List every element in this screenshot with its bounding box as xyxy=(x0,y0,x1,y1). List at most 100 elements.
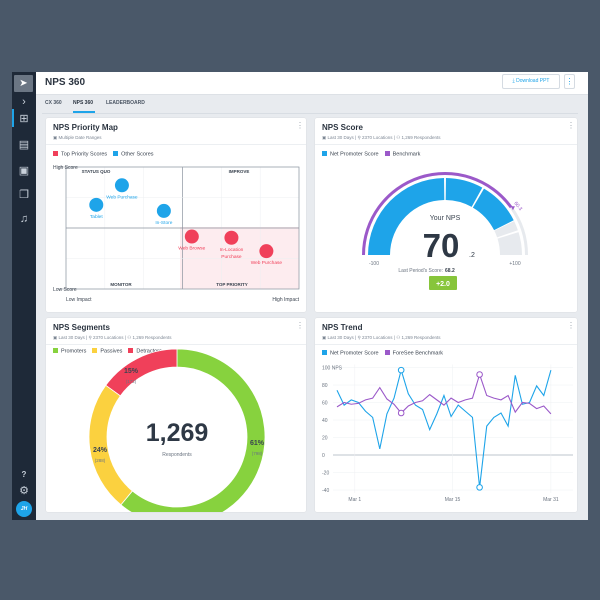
delta-value: +2.0 xyxy=(436,281,450,288)
card-title: NPS Priority Map xyxy=(53,123,118,132)
tab-nps-360[interactable]: NPS 360 xyxy=(73,100,94,106)
card-meta: ▣ Last 30 Days | ⚲ 2370 Locations | ⚇ 1,… xyxy=(322,135,441,140)
alerts-bell-icon[interactable]: ♫ xyxy=(19,213,29,225)
card-meta: ▣ Last 30 Days | ⚲ 2370 Locations | ⚇ 1,… xyxy=(53,335,172,340)
card-menu-button[interactable]: ⋮ xyxy=(567,321,575,330)
benchmark-arc-track xyxy=(509,206,528,255)
reports-icon[interactable]: ▤ xyxy=(18,139,30,151)
data-point[interactable] xyxy=(476,484,483,491)
donut-segment-passives[interactable] xyxy=(88,384,133,506)
passives-count: (288) xyxy=(95,458,106,463)
tab-leaderboard[interactable]: LEADERBOARD xyxy=(106,100,145,106)
header: NPS 360 ⤓ Download PPT ⋮ xyxy=(36,72,588,95)
dashboard-icon[interactable]: ⊞ xyxy=(19,113,29,125)
map-point-label: In-Location xyxy=(220,247,244,253)
promoters-pct: 61% xyxy=(250,440,265,447)
benchmark-label: 60.3 xyxy=(512,201,523,212)
nps-score-card: NPS Score ▣ Last 30 Days | ⚲ 2370 Locati… xyxy=(315,118,577,312)
y-tick-label: 100 NPS xyxy=(322,365,343,371)
last-period-label: Last Period's Score: xyxy=(398,268,443,274)
map-point-label: Purchase xyxy=(221,254,242,260)
gauge-segment xyxy=(368,178,445,255)
card-menu-button[interactable]: ⋮ xyxy=(567,121,575,130)
map-point-label: Web Purchase xyxy=(106,194,138,200)
map-point[interactable] xyxy=(224,230,239,245)
x-tick-label: Mar 1 xyxy=(348,497,361,503)
y-tick-label: 40 xyxy=(322,418,328,424)
x-high-label: High Impact xyxy=(272,297,299,303)
legend-other[interactable]: Other Scores xyxy=(113,151,154,158)
map-point-label: Web Purchase xyxy=(251,260,283,266)
card-menu-button[interactable]: ⋮ xyxy=(296,321,304,330)
quadrant-label: STATUS QUO xyxy=(82,169,111,174)
your-nps-label: Your NPS xyxy=(430,215,461,222)
y-tick-label: 0 xyxy=(322,453,325,459)
gauge-min-label: -100 xyxy=(369,261,379,267)
nps-trend-card: NPS Trend ▣ Last 30 Days | ⚲ 2370 Locati… xyxy=(315,318,577,512)
gauge-segment-empty xyxy=(494,221,518,238)
y-low-label: Low Score xyxy=(53,287,77,293)
detractors-count: (172) xyxy=(126,379,137,384)
avatar[interactable]: JH xyxy=(16,501,32,517)
detractors-pct: 15% xyxy=(124,368,139,375)
nps-gauge: Your NPS 70 .2 Last Period's Score: 68.2… xyxy=(362,172,528,290)
priority-map-card: NPS Priority Map ▣ Multiple Date Ranges … xyxy=(46,118,306,312)
x-tick-label: Mar 15 xyxy=(445,497,461,503)
quadrant-label: IMPROVE xyxy=(229,169,250,174)
expand-chevron-icon[interactable]: › xyxy=(22,96,26,108)
tab-cx-360[interactable]: CX 360 xyxy=(45,100,62,106)
data-point[interactable] xyxy=(397,409,405,417)
legend-detractors[interactable]: Detractors xyxy=(128,348,162,355)
map-point[interactable] xyxy=(184,229,199,244)
gauge-segment xyxy=(445,178,483,207)
data-point[interactable] xyxy=(397,366,405,374)
sidebar: ➤ › ⊞ ▤ ▣ ❐ ♫ ? ⚙ JH xyxy=(12,72,36,520)
legend-nps[interactable]: Net Promoter Score xyxy=(322,151,379,158)
gauge-segment xyxy=(472,188,514,231)
map-point-label: In-Store xyxy=(155,220,172,226)
map-point[interactable] xyxy=(114,178,129,193)
gauge-segment-empty xyxy=(497,232,522,255)
legend-passives[interactable]: Passives xyxy=(92,348,122,355)
y-tick-label: 80 xyxy=(322,383,328,389)
legend-benchmark[interactable]: ForeSee Benchmark xyxy=(384,350,443,357)
map-point[interactable] xyxy=(156,203,171,218)
briefcase-icon[interactable]: ▣ xyxy=(18,165,30,177)
x-low-label: Low Impact xyxy=(66,297,92,303)
legend-promoters[interactable]: Promoters xyxy=(53,348,86,355)
y-tick-label: 60 xyxy=(322,400,328,406)
data-point[interactable] xyxy=(476,371,483,378)
legend-benchmark[interactable]: Benchmark xyxy=(384,151,420,158)
settings-gear-icon[interactable]: ⚙ xyxy=(19,485,29,497)
y-tick-label: -40 xyxy=(322,488,329,494)
map-point[interactable] xyxy=(89,197,104,212)
active-tab-underline xyxy=(73,111,95,113)
total-label: Respondents xyxy=(162,452,192,458)
trend-chart: 100 NPS 80 60 40 20 0 -20 -40 Mar 1 Mar 15 Mar 31 xyxy=(322,364,573,503)
help-icon[interactable]: ? xyxy=(21,470,27,479)
x-tick-label: Mar 31 xyxy=(543,497,559,503)
legend-nps[interactable]: Net Promoter Score xyxy=(322,350,379,357)
y-tick-label: -20 xyxy=(322,470,329,476)
donut-segment-promoters[interactable] xyxy=(120,348,266,512)
nps-value: 70 xyxy=(423,227,460,264)
legend: Net Promoter Score ForeSee Benchmark xyxy=(322,350,443,357)
screens-icon[interactable]: ❐ xyxy=(19,189,29,201)
plot-frame xyxy=(65,166,300,290)
tabs-divider xyxy=(42,113,578,114)
map-point[interactable] xyxy=(259,244,274,259)
promoters-count: (798) xyxy=(252,451,263,456)
passives-pct: 24% xyxy=(93,447,108,454)
benchmark-marker xyxy=(510,206,515,211)
legend-top-priority[interactable]: Top Priority Scores xyxy=(53,151,107,158)
page-title: NPS 360 xyxy=(45,77,86,88)
download-ppt-button[interactable]: ⤓ Download PPT xyxy=(502,74,560,89)
legend: Promoters Passives Detractors xyxy=(53,348,162,355)
logo-button[interactable]: ➤ xyxy=(14,75,33,92)
card-title: NPS Trend xyxy=(322,323,363,332)
more-options-button[interactable]: ⋮ xyxy=(564,74,575,89)
donut-segment-detractors[interactable] xyxy=(105,348,178,397)
delta-badge xyxy=(429,276,457,290)
card-menu-button[interactable]: ⋮ xyxy=(296,121,304,130)
y-tick-label: 20 xyxy=(322,435,328,441)
